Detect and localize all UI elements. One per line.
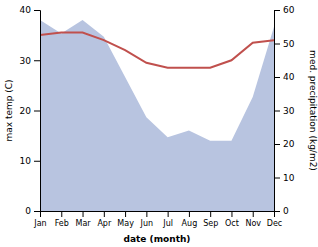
x-tick-mark — [253, 211, 254, 217]
y2-tick-mark — [274, 211, 280, 212]
x-tick-label: Jun — [140, 219, 154, 228]
x-tick-mark — [168, 211, 169, 217]
y-tick-label: 40 — [20, 5, 32, 15]
y2-tick-label: 40 — [283, 72, 295, 82]
x-tick-label: Jan — [33, 219, 46, 228]
y2-tick: 60 — [274, 5, 295, 15]
y-axis-title: max temp (C) — [4, 79, 14, 141]
x-tick-label: Oct — [225, 219, 239, 228]
x-tick: Mar — [75, 211, 91, 228]
y-tick-mark — [34, 111, 40, 112]
y2-tick-label: 50 — [283, 39, 295, 49]
y2-tick-mark — [274, 111, 280, 112]
x-axis-title: date (month) — [124, 234, 191, 244]
y-tick-label: 0 — [25, 206, 31, 216]
y2-tick-label: 10 — [283, 173, 295, 183]
x-tick-label: Aug — [182, 219, 198, 228]
y-tick: 30 — [20, 56, 40, 66]
y-tick: 10 — [20, 156, 40, 166]
x-tick: Aug — [182, 211, 198, 228]
x-axis-line — [41, 212, 275, 218]
x-tick-mark — [231, 211, 232, 217]
y-axis: 0 10 20 30 40 — [20, 5, 41, 216]
x-tick-label: Jul — [162, 219, 173, 228]
y2-tick: 50 — [274, 39, 295, 49]
x-tick: Oct — [225, 211, 239, 228]
y2-axis: 0 10 20 30 40 50 60 — [274, 5, 295, 216]
y-tick-label: 20 — [20, 106, 32, 116]
y2-tick: 0 — [274, 206, 289, 216]
y2-tick-mark — [274, 44, 280, 45]
y2-tick: 20 — [274, 139, 295, 149]
y2-tick-label: 30 — [283, 106, 295, 116]
x-tick: Nov — [245, 211, 261, 228]
x-axis: Jan Feb Mar Apr May Jun Jul Aug Sep Oct Nov Dec — [33, 211, 282, 228]
x-tick: Jul — [162, 211, 173, 228]
y2-tick: 40 — [274, 72, 295, 82]
y-tick-label: 30 — [20, 56, 32, 66]
x-tick: Feb — [55, 211, 69, 228]
area — [40, 20, 274, 211]
y-tick-label: 10 — [20, 156, 32, 166]
y2-axis-line — [275, 11, 281, 212]
x-tick-label: Apr — [97, 219, 112, 228]
y2-tick-label: 60 — [283, 5, 295, 15]
x-tick-mark — [104, 211, 105, 217]
x-tick-label: Mar — [75, 219, 91, 228]
x-tick-label: Dec — [267, 219, 282, 228]
x-tick: Jan — [33, 211, 46, 228]
x-tick-label: Nov — [245, 219, 261, 228]
y2-tick-mark — [274, 77, 280, 78]
x-tick: May — [117, 211, 134, 228]
x-tick: Sep — [203, 211, 218, 228]
x-tick-mark — [61, 211, 62, 217]
y-axis-line — [34, 11, 41, 212]
plot: JanFebMarAprMayJunJulAugSepOctNovDec0102… — [4, 5, 318, 244]
y-tick: 40 — [20, 5, 40, 15]
y2-tick-mark — [274, 144, 280, 145]
marks — [40, 20, 274, 211]
x-tick-mark — [210, 211, 211, 217]
x-tick-mark — [146, 211, 147, 217]
x-tick-label: Feb — [55, 219, 69, 228]
y2-tick: 30 — [274, 106, 295, 116]
y-tick-mark — [34, 161, 40, 162]
y-tick-mark — [34, 60, 40, 61]
x-tick-mark — [83, 211, 84, 217]
x-tick: Jun — [140, 211, 154, 228]
y-tick: 20 — [20, 106, 40, 116]
y-tick-mark — [34, 10, 40, 11]
line — [40, 33, 274, 68]
y2-tick-label: 20 — [283, 139, 295, 149]
x-tick-label: Sep — [203, 219, 218, 228]
y2-tick-mark — [274, 10, 280, 11]
x-tick-mark — [189, 211, 190, 217]
x-tick: Apr — [97, 211, 112, 228]
y2-tick-label: 0 — [283, 206, 289, 216]
y2-axis-title: med. precipitation (kg/m2) — [308, 50, 318, 171]
chart: JanFebMarAprMayJunJulAugSepOctNovDec0102… — [0, 0, 318, 247]
x-tick: Dec — [267, 211, 282, 228]
y-tick-mark — [34, 211, 40, 212]
y2-tick-mark — [274, 178, 280, 179]
x-tick-label: May — [117, 219, 134, 228]
y-tick: 0 — [25, 206, 40, 216]
x-tick-mark — [125, 211, 126, 217]
y2-tick: 10 — [274, 173, 295, 183]
